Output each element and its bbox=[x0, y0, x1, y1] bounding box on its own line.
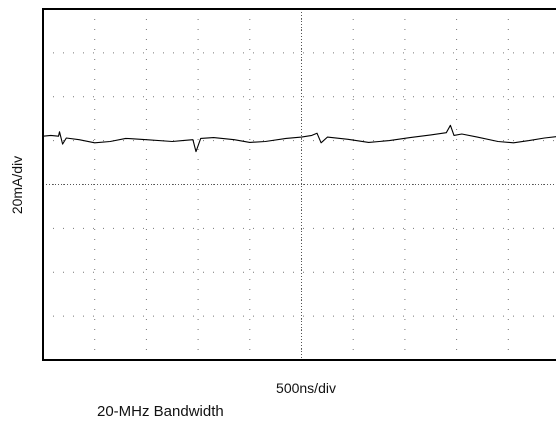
bandwidth-note: 20-MHz Bandwidth bbox=[97, 403, 224, 420]
plot-frame bbox=[42, 8, 556, 361]
x-axis-label: 500ns/div bbox=[276, 380, 336, 396]
trace-layer bbox=[42, 124, 556, 153]
graticule bbox=[43, 9, 556, 360]
current-trace bbox=[42, 124, 556, 153]
y-axis-label: 20mA/div bbox=[9, 156, 25, 214]
